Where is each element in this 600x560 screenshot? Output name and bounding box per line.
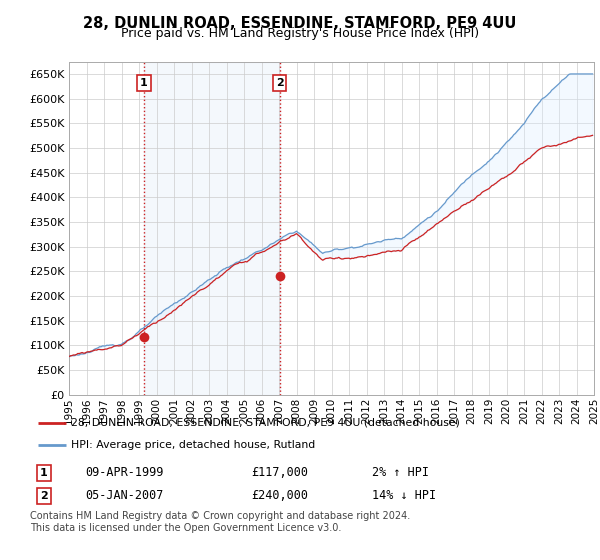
Text: 1: 1	[40, 468, 47, 478]
Text: HPI: Average price, detached house, Rutland: HPI: Average price, detached house, Rutl…	[71, 440, 316, 450]
Text: Price paid vs. HM Land Registry's House Price Index (HPI): Price paid vs. HM Land Registry's House …	[121, 27, 479, 40]
Text: £240,000: £240,000	[251, 489, 308, 502]
Text: Contains HM Land Registry data © Crown copyright and database right 2024.
This d: Contains HM Land Registry data © Crown c…	[30, 511, 410, 533]
Text: 1: 1	[140, 78, 148, 88]
Bar	[144, 62, 280, 395]
Text: 2% ↑ HPI: 2% ↑ HPI	[372, 466, 429, 479]
Text: £117,000: £117,000	[251, 466, 308, 479]
Text: 2: 2	[275, 78, 283, 88]
Text: 05-JAN-2007: 05-JAN-2007	[85, 489, 164, 502]
Text: 09-APR-1999: 09-APR-1999	[85, 466, 164, 479]
Text: 28, DUNLIN ROAD, ESSENDINE, STAMFORD, PE9 4UU (detached house): 28, DUNLIN ROAD, ESSENDINE, STAMFORD, PE…	[71, 418, 460, 428]
Text: 28, DUNLIN ROAD, ESSENDINE, STAMFORD, PE9 4UU: 28, DUNLIN ROAD, ESSENDINE, STAMFORD, PE…	[83, 16, 517, 31]
Text: 2: 2	[40, 491, 47, 501]
Text: 14% ↓ HPI: 14% ↓ HPI	[372, 489, 436, 502]
